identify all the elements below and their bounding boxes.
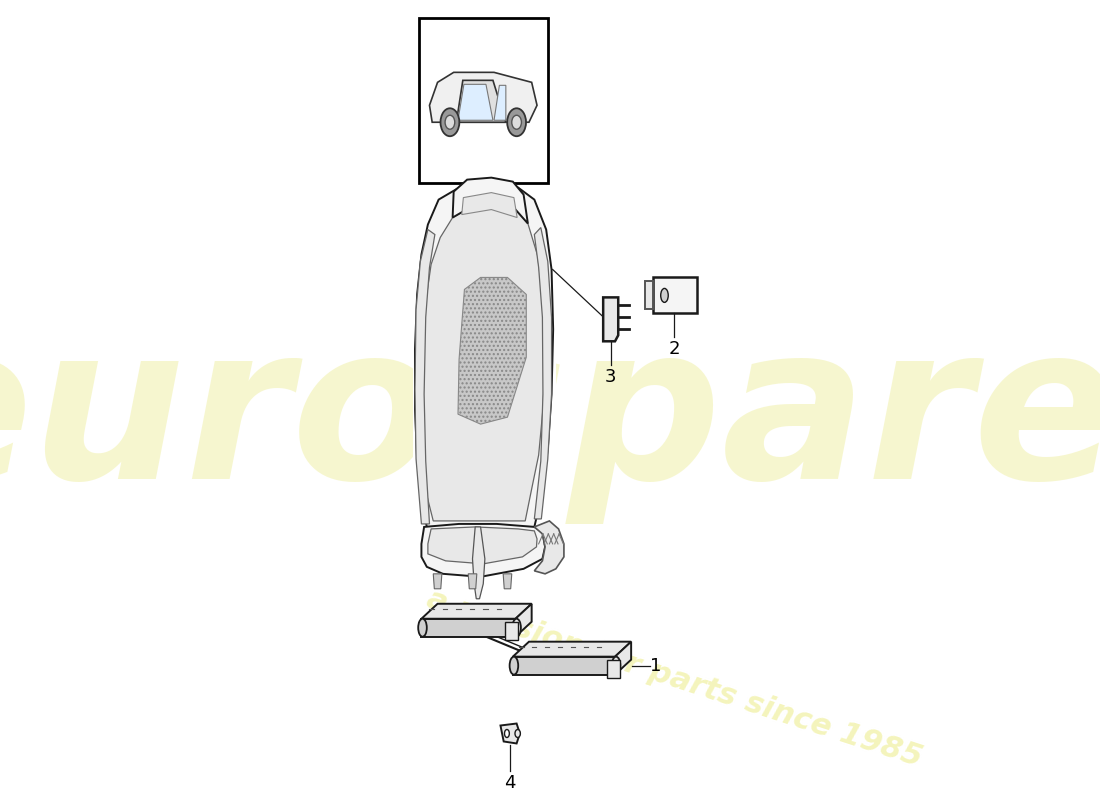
Polygon shape bbox=[494, 86, 506, 120]
Ellipse shape bbox=[505, 730, 509, 738]
Polygon shape bbox=[415, 185, 553, 527]
Ellipse shape bbox=[661, 289, 668, 302]
Polygon shape bbox=[469, 574, 476, 589]
Polygon shape bbox=[516, 604, 531, 637]
Polygon shape bbox=[421, 524, 546, 577]
Polygon shape bbox=[415, 230, 434, 524]
Text: a passion for parts since 1985: a passion for parts since 1985 bbox=[422, 585, 925, 773]
Polygon shape bbox=[513, 657, 615, 674]
Text: 2: 2 bbox=[669, 340, 680, 358]
Polygon shape bbox=[535, 227, 551, 519]
Polygon shape bbox=[458, 278, 526, 424]
Polygon shape bbox=[452, 178, 528, 223]
Polygon shape bbox=[421, 618, 516, 637]
Ellipse shape bbox=[440, 108, 460, 136]
Ellipse shape bbox=[507, 108, 526, 136]
Polygon shape bbox=[645, 282, 652, 310]
Polygon shape bbox=[505, 622, 518, 640]
Polygon shape bbox=[421, 205, 546, 521]
Polygon shape bbox=[433, 574, 442, 589]
Ellipse shape bbox=[515, 730, 520, 738]
Text: 3: 3 bbox=[605, 368, 616, 386]
Polygon shape bbox=[535, 521, 564, 574]
Ellipse shape bbox=[418, 618, 427, 637]
Polygon shape bbox=[414, 194, 556, 529]
Ellipse shape bbox=[513, 618, 521, 637]
Polygon shape bbox=[503, 574, 512, 589]
Polygon shape bbox=[473, 527, 485, 598]
Polygon shape bbox=[615, 642, 631, 674]
Ellipse shape bbox=[509, 657, 518, 674]
Text: eurospares: eurospares bbox=[0, 314, 1100, 524]
Polygon shape bbox=[458, 84, 493, 120]
Text: 4: 4 bbox=[505, 774, 516, 792]
Polygon shape bbox=[500, 723, 520, 743]
Polygon shape bbox=[429, 72, 537, 122]
Polygon shape bbox=[652, 278, 696, 314]
Ellipse shape bbox=[446, 115, 454, 130]
Text: 1: 1 bbox=[650, 657, 661, 674]
Polygon shape bbox=[456, 80, 506, 122]
Ellipse shape bbox=[612, 657, 620, 674]
Ellipse shape bbox=[512, 115, 521, 130]
Polygon shape bbox=[603, 298, 618, 342]
Polygon shape bbox=[421, 604, 531, 618]
Polygon shape bbox=[607, 660, 620, 678]
Polygon shape bbox=[428, 527, 537, 564]
Polygon shape bbox=[462, 193, 517, 218]
Polygon shape bbox=[513, 642, 631, 657]
Bar bbox=[419, 18, 548, 182]
